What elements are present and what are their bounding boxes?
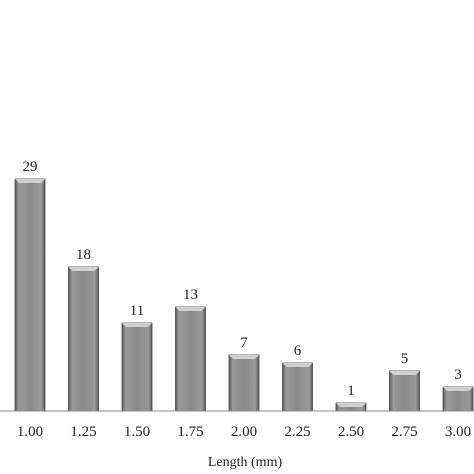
bar-body xyxy=(14,178,46,412)
bar-value-label: 29 xyxy=(23,159,38,175)
bar-top-bevel xyxy=(282,363,313,367)
x-tick-label: 2.25 xyxy=(284,424,310,440)
bar-value-label: 7 xyxy=(240,335,248,351)
x-tick-label: 1.75 xyxy=(177,424,203,440)
bar-value-label: 1 xyxy=(347,383,355,399)
x-tick-label: 3.00 xyxy=(445,424,471,440)
bar-value-label: 18 xyxy=(76,247,91,263)
bar xyxy=(389,370,420,412)
bar-body xyxy=(68,266,99,412)
x-axis-title: Length (mm) xyxy=(208,455,283,470)
bar xyxy=(442,386,474,412)
bar-value-label: 13 xyxy=(183,287,198,303)
bar-value-label: 6 xyxy=(294,343,302,359)
bar-top-bevel xyxy=(175,307,206,311)
bar-body xyxy=(282,362,313,412)
bar-value-label: 11 xyxy=(130,303,144,319)
bar-top-bevel xyxy=(443,387,473,391)
bar-top-bevel xyxy=(389,371,420,375)
bar xyxy=(121,322,153,412)
bar-top-bevel xyxy=(229,355,259,359)
bar-top-bevel xyxy=(15,179,45,183)
bar-body xyxy=(389,370,420,412)
bar-body xyxy=(121,322,153,412)
x-tick-label: 1.25 xyxy=(70,424,96,440)
bar-value-label: 3 xyxy=(454,367,462,383)
x-tick-label: 2.00 xyxy=(231,424,257,440)
bar-body xyxy=(228,354,260,412)
bar-value-label: 5 xyxy=(401,351,409,367)
x-tick-label: 1.50 xyxy=(124,424,150,440)
x-tick-label: 2.75 xyxy=(391,424,417,440)
x-tick-label: 1.00 xyxy=(17,424,43,440)
bars-group: 29 18 11 13 7 6 1 5 3 xyxy=(14,159,474,412)
bar-top-bevel xyxy=(122,323,152,327)
bar xyxy=(282,362,313,412)
bar xyxy=(175,306,206,412)
bar xyxy=(228,354,260,412)
x-tick-labels: 1.00 1.25 1.50 1.75 2.00 2.25 2.50 2.75 3.00 xyxy=(17,424,471,440)
bar xyxy=(335,402,367,412)
bar xyxy=(68,266,99,412)
bar-top-bevel xyxy=(336,403,366,407)
bar xyxy=(14,178,46,412)
bar-top-bevel xyxy=(68,267,99,271)
x-tick-label: 2.50 xyxy=(338,424,364,440)
bar-body xyxy=(175,306,206,412)
